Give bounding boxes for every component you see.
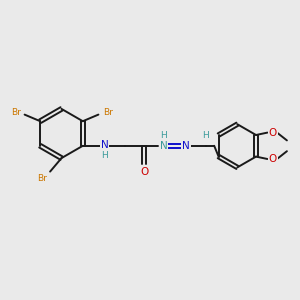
Text: N: N: [182, 141, 190, 151]
Text: N: N: [101, 140, 109, 150]
Text: H: H: [202, 130, 209, 140]
Text: H: H: [160, 131, 167, 140]
Text: Br: Br: [11, 108, 20, 117]
Text: O: O: [140, 167, 148, 177]
Text: Br: Br: [103, 108, 113, 117]
Text: O: O: [269, 154, 277, 164]
Text: H: H: [101, 151, 108, 160]
Text: O: O: [269, 128, 277, 138]
Text: N: N: [160, 141, 167, 151]
Text: Br: Br: [37, 174, 47, 183]
